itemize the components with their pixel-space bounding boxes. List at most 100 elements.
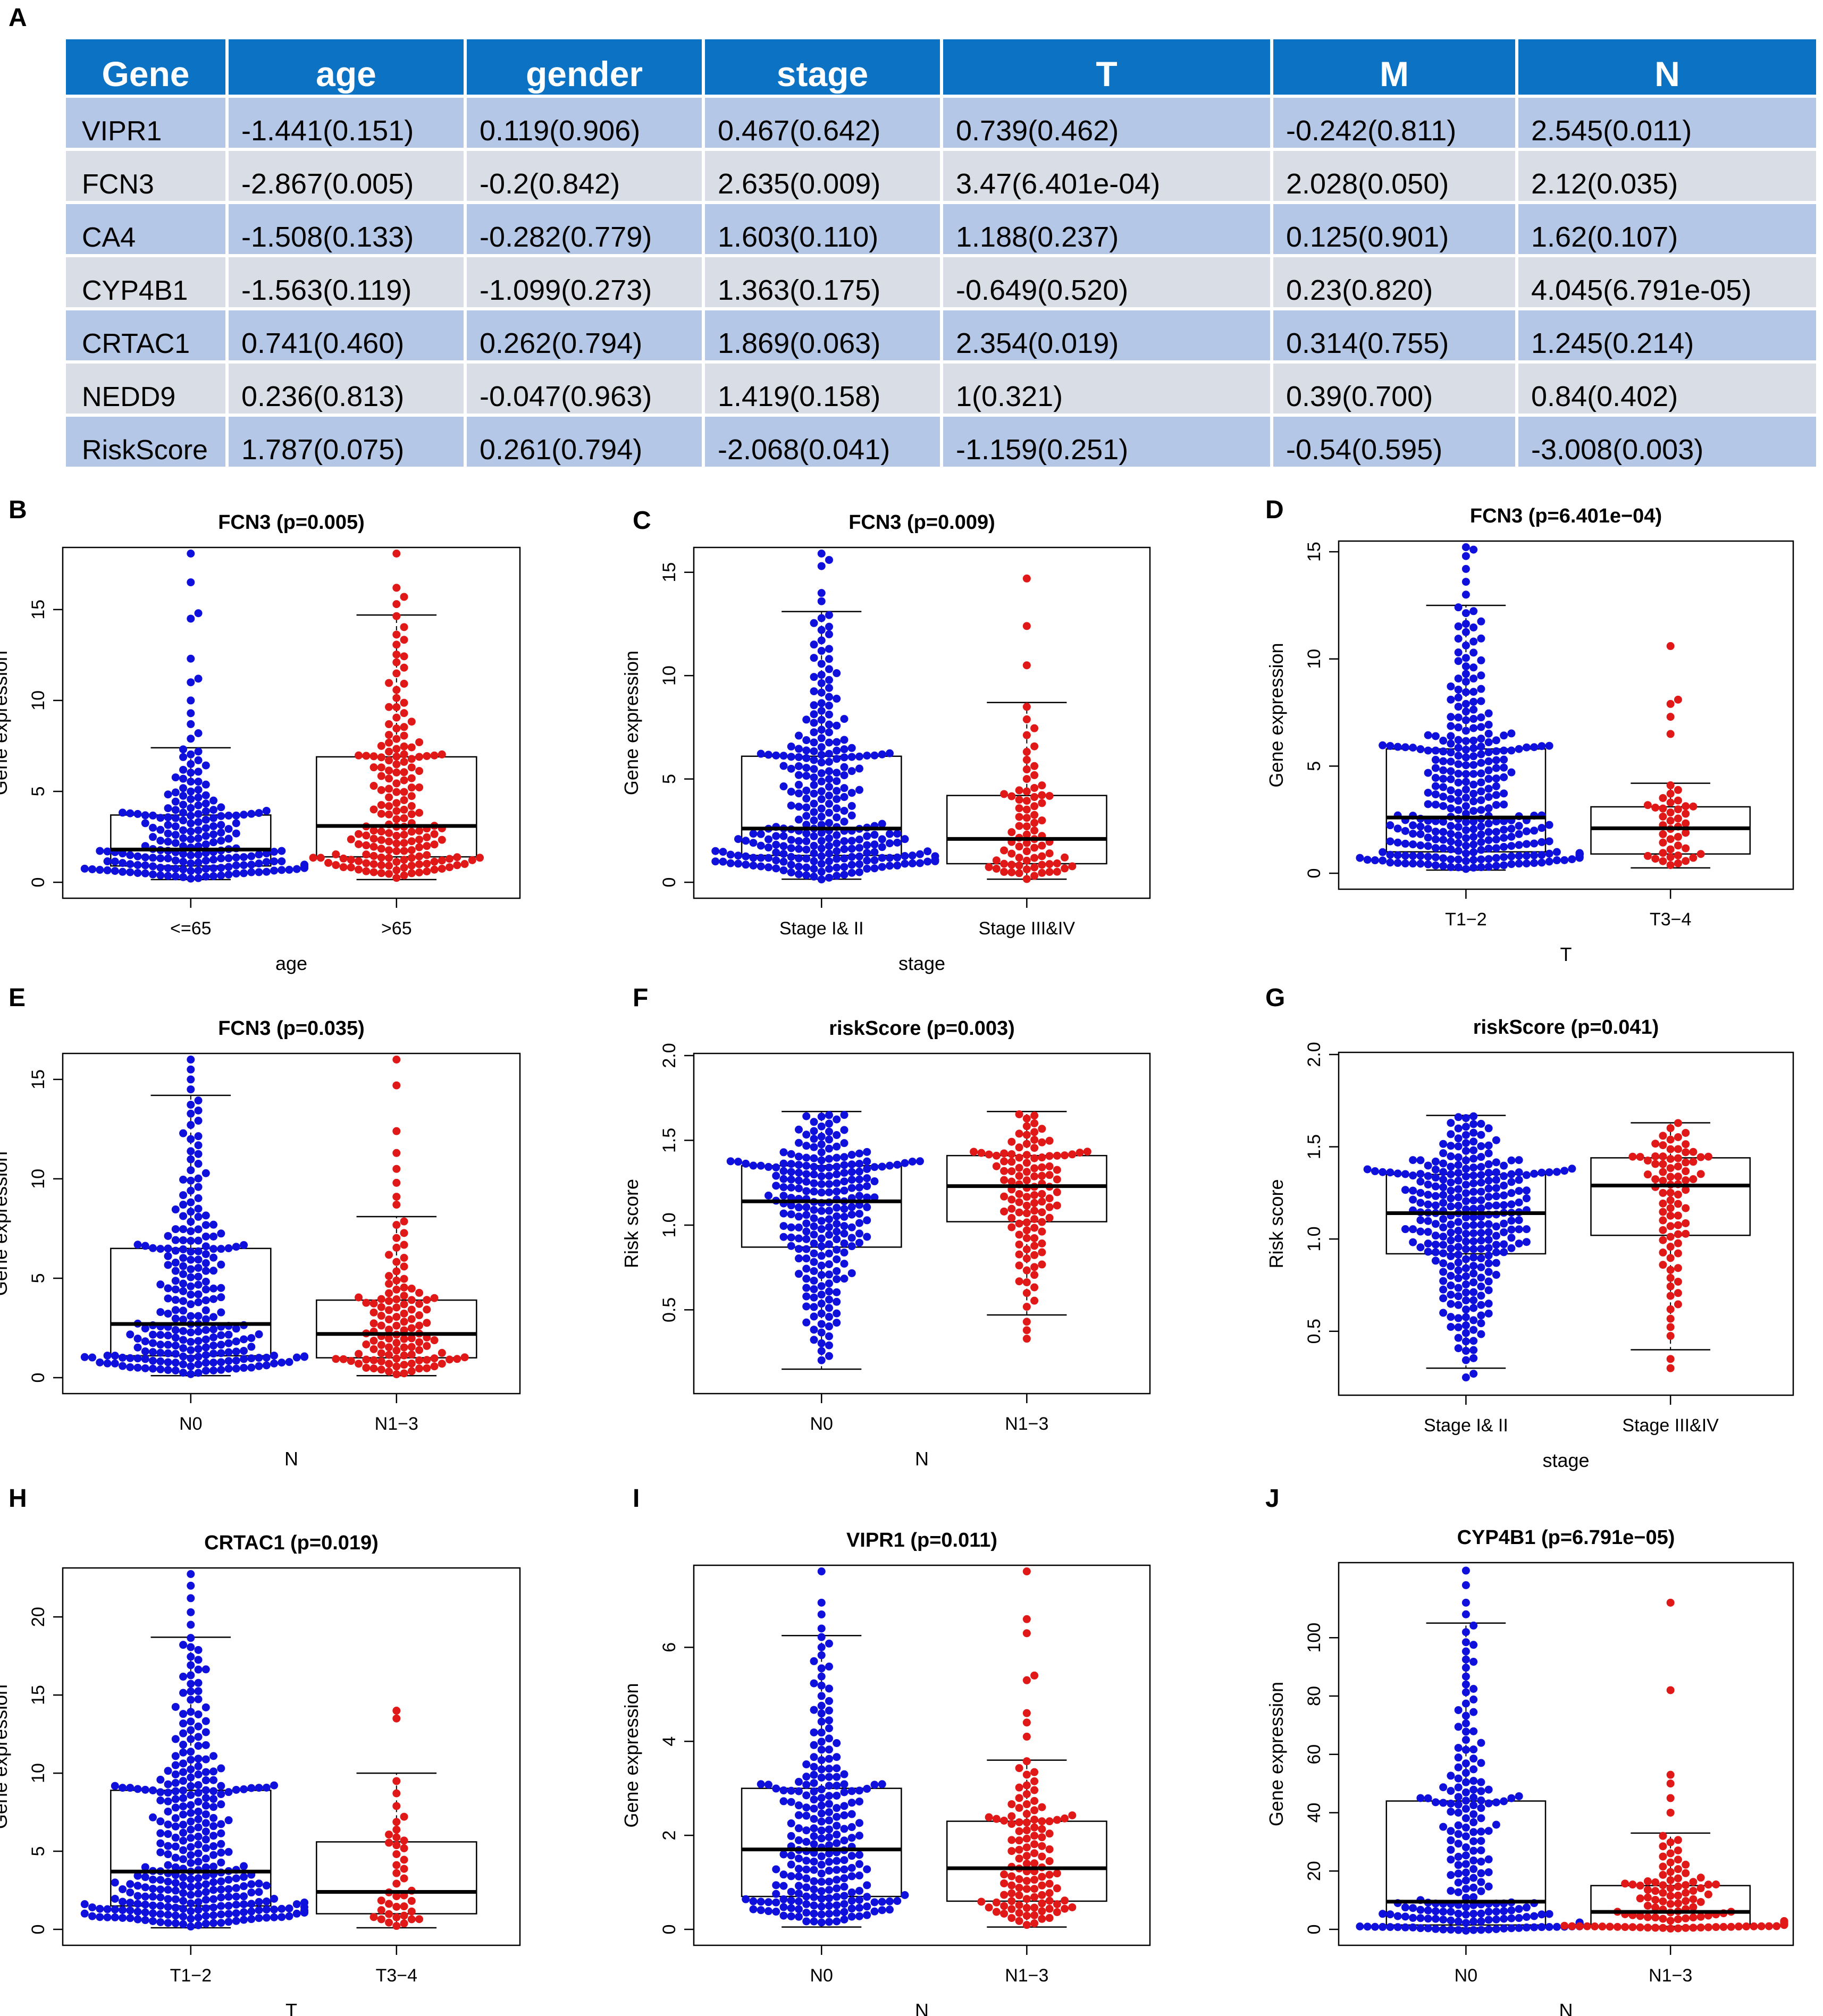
data-point [187, 1346, 195, 1354]
data-point [817, 1801, 826, 1810]
data-point [156, 871, 165, 880]
data-point [1015, 1230, 1023, 1239]
data-point [194, 1742, 203, 1750]
data-point [179, 1689, 188, 1697]
data-point [833, 1876, 841, 1884]
data-point [209, 1776, 218, 1784]
data-point [810, 1258, 818, 1266]
data-point [400, 788, 408, 796]
data-point [187, 1891, 195, 1899]
data-point [1666, 1135, 1675, 1144]
data-point [901, 1159, 909, 1167]
data-point [1015, 1901, 1023, 1909]
data-point [840, 1802, 849, 1810]
data-point [1007, 868, 1016, 876]
data-point [392, 1879, 401, 1888]
data-point [194, 850, 203, 859]
data-point [1454, 1202, 1463, 1210]
data-point [377, 1357, 385, 1365]
data-point [1038, 1153, 1046, 1162]
data-point [817, 1728, 826, 1737]
data-point [133, 1785, 142, 1793]
data-point [164, 1861, 172, 1869]
data-point [179, 1912, 188, 1921]
data-point [1666, 1849, 1675, 1858]
data-point [825, 1127, 833, 1136]
data-point [1015, 1794, 1023, 1802]
data-point [810, 1205, 818, 1214]
y-axis-label: Risk score [1265, 1179, 1287, 1268]
data-point [1469, 1883, 1478, 1892]
data-point [224, 1357, 233, 1365]
data-point [194, 1290, 203, 1298]
data-point [810, 1857, 818, 1866]
data-point [833, 1319, 841, 1327]
data-point [1666, 730, 1675, 738]
data-point [385, 854, 393, 862]
data-point [1447, 1808, 1455, 1816]
data-point [1484, 1169, 1493, 1177]
data-point [870, 1163, 879, 1171]
data-point [255, 1897, 263, 1906]
data-point [1613, 1922, 1622, 1931]
data-point [1447, 1827, 1455, 1835]
data-point [1022, 856, 1031, 865]
data-point [1477, 1319, 1485, 1328]
data-point [187, 1273, 195, 1281]
data-point [1712, 1880, 1720, 1888]
data-point [825, 1808, 833, 1816]
data-point [1454, 1793, 1463, 1801]
data-point [392, 1276, 401, 1285]
data-point [1015, 1891, 1023, 1900]
data-point [772, 1908, 780, 1916]
data-point [1469, 1204, 1478, 1213]
data-point [194, 866, 203, 875]
data-point [1076, 1149, 1084, 1157]
panel-label: J [1265, 1484, 1280, 1513]
data-point [810, 799, 818, 808]
data-point [1538, 824, 1546, 832]
data-point [187, 1899, 195, 1908]
data-point [1030, 1119, 1039, 1127]
y-tick-label: 0 [28, 878, 48, 888]
data-point [1659, 830, 1667, 838]
data-point [847, 802, 856, 810]
data-point [1469, 744, 1478, 753]
data-point [187, 1065, 195, 1074]
data-point [1030, 1154, 1039, 1162]
data-point [817, 1234, 826, 1243]
data-point [1469, 1685, 1478, 1693]
data-point [1674, 859, 1682, 867]
data-point [232, 861, 240, 870]
data-point [1696, 1153, 1705, 1161]
data-point [1469, 1641, 1478, 1649]
table-header-cell: T [943, 39, 1270, 95]
data-point [1038, 1197, 1046, 1206]
data-point [217, 1340, 225, 1349]
data-point [847, 861, 856, 869]
data-point [1030, 843, 1039, 852]
data-point [201, 1306, 210, 1314]
data-point [209, 1284, 218, 1293]
data-point [1461, 1221, 1470, 1230]
data-point [201, 872, 210, 881]
data-point [164, 821, 172, 829]
data-point [179, 850, 188, 858]
data-point [1461, 1804, 1470, 1813]
data-point [377, 861, 385, 870]
data-point [901, 859, 909, 868]
data-point [171, 1702, 180, 1711]
data-point [855, 1860, 863, 1868]
data-point [1477, 1869, 1485, 1877]
plot-frame [693, 546, 1151, 899]
data-point [400, 1351, 408, 1360]
data-point [88, 1903, 97, 1912]
data-point [194, 1754, 203, 1763]
data-point [194, 1722, 203, 1731]
data-point [1666, 1173, 1675, 1181]
data-point [415, 1288, 424, 1297]
data-point [1447, 837, 1455, 846]
data-point [757, 1780, 765, 1789]
data-point [247, 1900, 256, 1908]
data-point [1704, 1880, 1712, 1889]
